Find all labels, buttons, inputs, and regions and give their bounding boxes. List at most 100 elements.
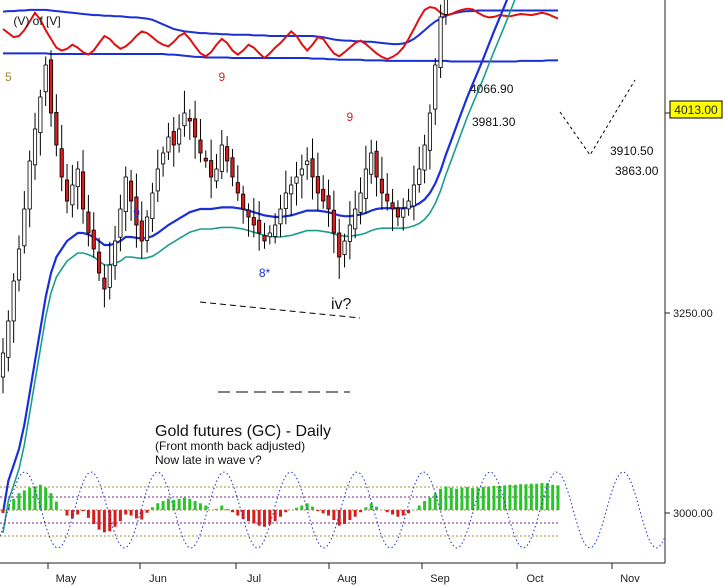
candle-body bbox=[150, 192, 155, 219]
top-band-upper bbox=[2, 8, 558, 46]
y-tick-label: 3250.00 bbox=[673, 308, 713, 320]
candle-body bbox=[166, 136, 171, 153]
candle-body bbox=[305, 160, 310, 166]
candle-body bbox=[342, 240, 347, 255]
candle-body bbox=[326, 195, 331, 210]
candle-body bbox=[11, 280, 16, 322]
candle-body bbox=[145, 216, 150, 241]
moving-average-teal bbox=[2, 0, 516, 534]
x-axis: May Jun Jul Aug Sep Oct Nov bbox=[47, 563, 640, 585]
top-band-lower bbox=[3, 52, 558, 63]
resistance-trendline bbox=[199, 301, 361, 319]
candle-body bbox=[38, 96, 43, 134]
x-tick-label: Nov bbox=[620, 573, 640, 585]
candle-body bbox=[123, 176, 128, 213]
candle-body bbox=[32, 128, 38, 166]
top-indicator-panel bbox=[2, 5, 559, 63]
wave-projection-line bbox=[559, 79, 636, 156]
cycle-wave bbox=[0, 471, 665, 549]
candle-body bbox=[86, 211, 91, 234]
candle-body bbox=[262, 235, 267, 242]
wave-label: (V) of [V] bbox=[13, 14, 60, 28]
price-level-label: 3910.50 bbox=[610, 144, 654, 158]
candle-body bbox=[401, 208, 406, 218]
candle-body bbox=[417, 168, 422, 185]
candle-body bbox=[315, 176, 320, 194]
wave-label: iii? bbox=[27, 0, 47, 1]
candle-body bbox=[379, 178, 384, 194]
candle-body bbox=[299, 168, 304, 176]
candle-body bbox=[267, 232, 272, 238]
candle-body bbox=[161, 152, 166, 165]
candle-body bbox=[129, 180, 134, 202]
candle-body bbox=[113, 240, 118, 267]
candle-body bbox=[406, 200, 411, 210]
candle-body bbox=[225, 146, 230, 162]
candle-body bbox=[43, 64, 48, 93]
y-tick-label: 3000.00 bbox=[673, 508, 713, 520]
candle-body bbox=[257, 219, 262, 234]
candle-body bbox=[278, 208, 283, 225]
candle-body bbox=[353, 208, 358, 230]
candle-body bbox=[251, 217, 256, 226]
candle-body bbox=[209, 160, 214, 178]
candle-body bbox=[347, 224, 352, 242]
candle-body bbox=[97, 251, 102, 274]
candle-body bbox=[283, 192, 288, 209]
candle-body bbox=[16, 248, 22, 281]
candle-body bbox=[203, 157, 208, 162]
price-level-label: 3863.00 bbox=[615, 164, 659, 178]
candle-body bbox=[321, 188, 326, 202]
candle-body bbox=[75, 168, 80, 188]
candle-body bbox=[235, 182, 240, 194]
count-label: 9 bbox=[347, 110, 354, 124]
candle-body bbox=[171, 131, 176, 146]
candle-body bbox=[241, 193, 246, 210]
candle-body bbox=[0, 352, 6, 378]
candle-body bbox=[48, 59, 54, 114]
candle-body bbox=[134, 196, 139, 226]
candle-body bbox=[6, 320, 11, 358]
candle-body bbox=[107, 264, 112, 288]
candle-body bbox=[294, 176, 299, 184]
current-price-tag-bg bbox=[669, 100, 723, 119]
candle-body bbox=[219, 144, 224, 172]
price-level-label: 3981.30 bbox=[472, 115, 516, 129]
candle-body bbox=[70, 184, 75, 206]
candle-body bbox=[177, 128, 182, 145]
price-levels: 4066.90 3981.30 3910.50 3863.00 bbox=[199, 79, 659, 393]
candle-body bbox=[102, 277, 107, 290]
candle-body bbox=[369, 152, 374, 175]
count-label: 5 bbox=[5, 70, 12, 84]
x-tick-label: Sep bbox=[430, 573, 450, 585]
candle-body bbox=[54, 112, 59, 146]
count-label: 8* bbox=[259, 266, 271, 280]
candle-body bbox=[246, 209, 251, 218]
x-tick-label: Oct bbox=[526, 573, 543, 585]
candle-body bbox=[273, 224, 278, 237]
chart-subtitle-2: Now late in wave v? bbox=[155, 453, 262, 467]
price-level-label: 4066.90 bbox=[470, 82, 514, 96]
candle-body bbox=[331, 209, 336, 234]
candle-body bbox=[385, 193, 390, 202]
candle-body bbox=[289, 184, 294, 195]
x-tick-label: May bbox=[56, 573, 77, 585]
candle-body bbox=[214, 168, 219, 182]
x-tick-label: Jul bbox=[247, 573, 261, 585]
candle-body bbox=[374, 150, 379, 178]
candle-body bbox=[395, 207, 400, 218]
candle-body bbox=[80, 171, 86, 210]
count-label: 9 bbox=[218, 70, 225, 84]
candle-body bbox=[155, 168, 160, 192]
x-tick-label: Jun bbox=[149, 573, 167, 585]
candle-body bbox=[443, 0, 448, 15]
chart-subtitle-1: (Front month back adjusted) bbox=[155, 439, 305, 453]
candle-body bbox=[182, 112, 187, 127]
candle-body bbox=[438, 16, 443, 68]
current-price-tag: 4013.00 bbox=[674, 103, 718, 117]
candle-body bbox=[390, 202, 395, 210]
candle-body bbox=[193, 118, 198, 138]
candle-body bbox=[363, 168, 368, 199]
